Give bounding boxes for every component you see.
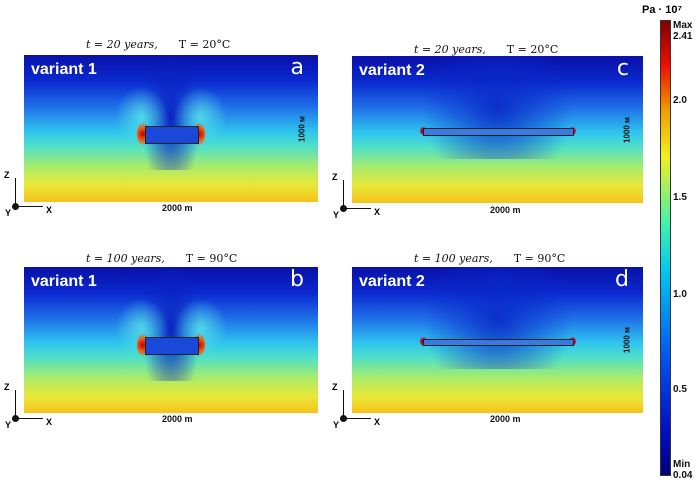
- variant-label: variant 1: [31, 61, 97, 78]
- width-label: 2000 m: [490, 414, 521, 424]
- panel-c-title: t = 20 years, T = 20°C: [414, 43, 559, 56]
- panel-d-title: t = 100 years, T = 90°C: [414, 252, 566, 265]
- colorbar-tick: 0.5: [673, 384, 687, 395]
- panel-c-stress-map: variant 2 c 1000 м: [352, 56, 643, 203]
- colorbar-min: Min 0.04: [673, 459, 693, 481]
- colorbar: [660, 20, 671, 476]
- colorbar-max: Max 2.41: [673, 20, 693, 42]
- height-label: 1000 м: [622, 116, 632, 143]
- panel-letter: c: [616, 56, 629, 81]
- colorbar-tick: 1.5: [673, 192, 687, 203]
- panel-a-stress-map: variant 1 a 1000 м: [24, 55, 318, 202]
- panel-a-title: t = 20 years, T = 20°C: [86, 38, 231, 51]
- cavity: [144, 337, 200, 356]
- panel-d-stress-map: variant 2 d 1000 м: [352, 267, 643, 413]
- variant-label: variant 1: [31, 273, 97, 290]
- variant-label: variant 2: [359, 273, 425, 290]
- height-label: 1000 м: [297, 115, 307, 142]
- colorbar-unit: Pa · 10⁷: [642, 4, 683, 16]
- cavity: [144, 125, 200, 144]
- cavity: [423, 338, 574, 347]
- height-label: 1000 м: [622, 327, 632, 353]
- width-label: 2000 m: [162, 203, 193, 213]
- panel-b-stress-map: variant 1 b: [24, 267, 318, 413]
- variant-label: variant 2: [359, 62, 425, 79]
- panel-letter: b: [290, 267, 304, 292]
- panel-b-title: t = 100 years, T = 90°C: [86, 252, 238, 265]
- panel-letter: d: [615, 267, 629, 292]
- panel-letter: a: [290, 55, 304, 80]
- cavity: [423, 128, 574, 136]
- colorbar-tick: 2.0: [673, 95, 687, 106]
- colorbar-tick: 1.0: [673, 289, 687, 300]
- width-label: 2000 m: [162, 414, 193, 424]
- width-label: 2000 m: [490, 205, 521, 215]
